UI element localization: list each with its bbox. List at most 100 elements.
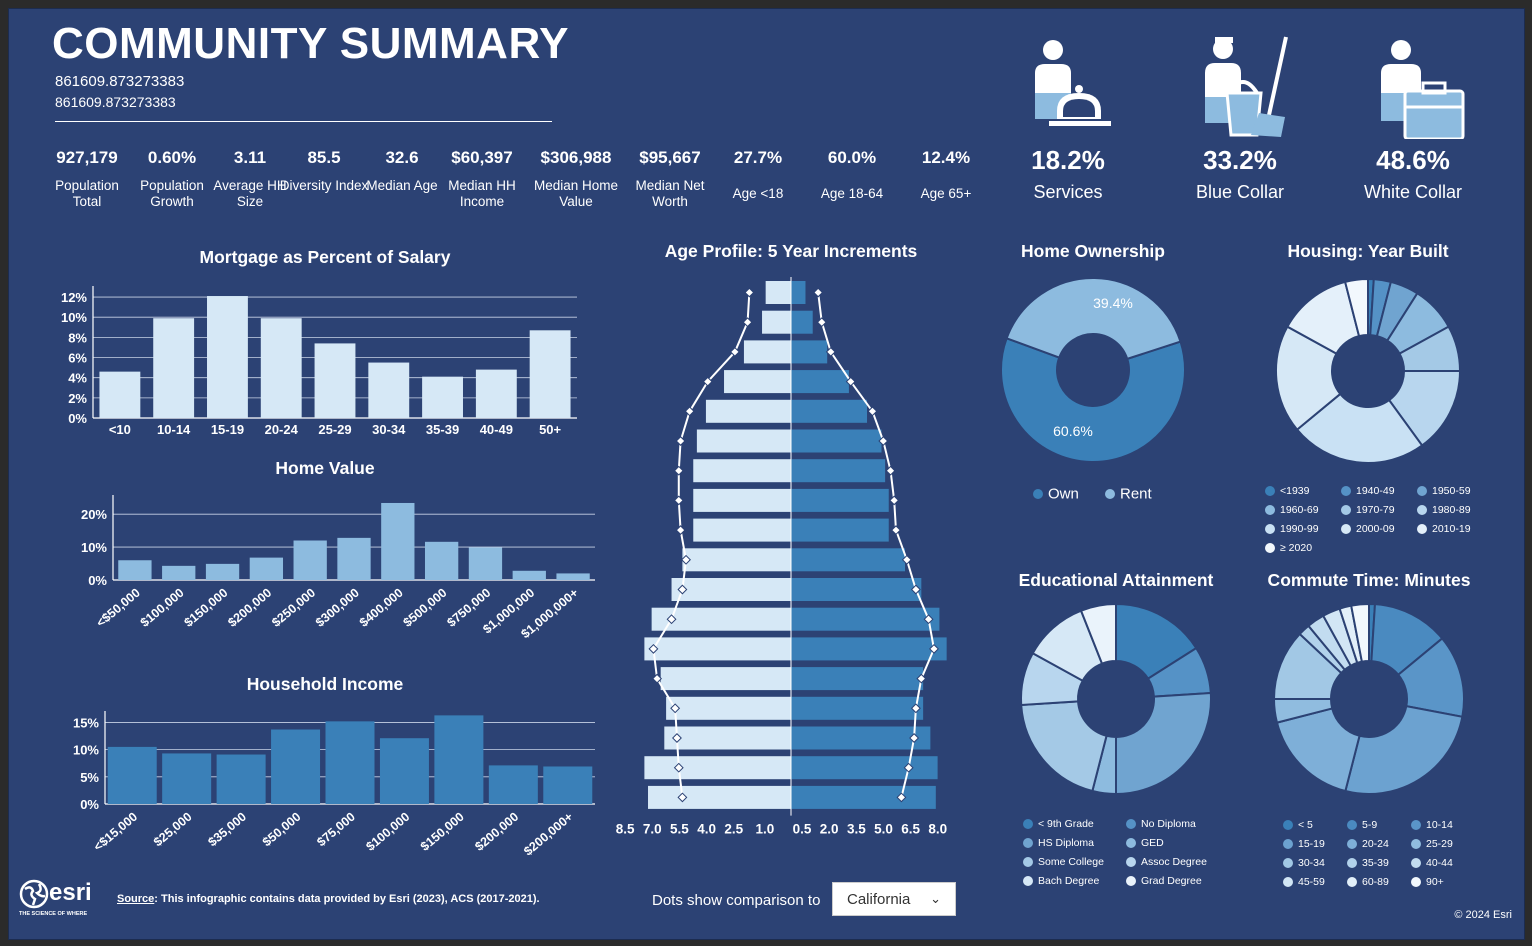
occupation-value: 33.2% <box>1203 145 1277 175</box>
comparison-dot <box>878 436 889 446</box>
x-tick-label: $400,000 <box>357 586 406 630</box>
pyramid-left-bar <box>724 370 791 394</box>
legend-label: 2010-19 <box>1432 523 1471 536</box>
services-person-bell-icon <box>1035 40 1111 126</box>
bar <box>488 765 538 804</box>
pyramid-right-bar <box>791 667 924 691</box>
bar <box>475 369 517 418</box>
y-tick-label: 10% <box>81 540 107 555</box>
stat-average-hh-size: 3.11 Average HH Size <box>203 147 297 210</box>
legend-item: 90+ <box>1411 876 1444 888</box>
education-chart-title: Educational Attainment <box>1018 570 1214 590</box>
legend-item: 1990-99 <box>1265 523 1319 535</box>
pyramid-left-bar <box>765 281 791 304</box>
stat-median-hh-income: $60,397 Median HH Income <box>435 147 529 210</box>
legend-item: Rent <box>1105 485 1152 503</box>
legend-item: < 9th Grade <box>1023 818 1094 830</box>
legend-swatch <box>1105 489 1115 500</box>
bar <box>422 376 463 418</box>
occupation-services: 18.2% Services <box>993 145 1143 203</box>
pyramid-x-tick: 5.0 <box>874 822 893 837</box>
comparison-dot <box>648 643 659 654</box>
source-text: : This infographic contains data provide… <box>154 893 540 905</box>
x-tick-label: 15-19 <box>211 422 244 437</box>
legend-item: 1980-89 <box>1417 504 1471 516</box>
occupation-blue-collar: 33.2% Blue Collar <box>1165 145 1315 203</box>
x-tick-label: $35,000 <box>205 810 249 850</box>
x-tick-label: $150,000 <box>182 586 231 630</box>
comparison-dot <box>675 436 686 446</box>
comparison-dropdown[interactable]: California ⌄ <box>832 882 956 916</box>
y-tick-label: 5% <box>80 770 99 785</box>
x-tick-label: $50,000 <box>260 810 304 850</box>
legend-swatch <box>1126 857 1136 868</box>
donut-slice <box>1295 392 1424 464</box>
home-ownership-chart-title: Home Ownership <box>1021 241 1165 261</box>
legend-label: 1960-69 <box>1280 504 1319 517</box>
legend-swatch <box>1283 858 1293 869</box>
pyramid-left-bar <box>762 310 791 334</box>
legend-label: Assoc Degree <box>1141 856 1207 869</box>
pyramid-right-bar <box>791 785 936 809</box>
stat-age-under-18: 27.7% Age <18 <box>711 147 805 202</box>
pyramid-right-bar <box>791 340 828 364</box>
stat-median-home-value: $306,988 Median Home Value <box>529 147 623 210</box>
legend-item: 2000-09 <box>1341 523 1395 535</box>
legend-label: < 9th Grade <box>1038 818 1094 831</box>
pyramid-left-bar <box>682 548 791 572</box>
donut-slice <box>1020 700 1108 793</box>
pyramid-left-bar <box>648 785 791 809</box>
pyramid-left-bar <box>666 696 791 720</box>
pyramid-right-bar <box>791 459 886 483</box>
comparison-dot <box>845 376 856 387</box>
comparison-dot <box>670 703 681 714</box>
legend-item: HS Diploma <box>1023 837 1094 849</box>
donut-value-label: 39.4% <box>1093 295 1133 311</box>
pyramid-x-tick: 8.0 <box>928 822 947 837</box>
page-title: COMMUNITY SUMMARY <box>52 19 569 68</box>
x-tick-label: $75,000 <box>314 810 358 850</box>
pyramid-right-bar <box>791 726 931 750</box>
bar <box>424 541 459 580</box>
donut-slice <box>1079 602 1117 665</box>
esri-logo-text: esri <box>49 879 92 906</box>
legend-label: Some College <box>1038 856 1104 869</box>
stat-value: 27.7% <box>733 148 783 167</box>
occupation-value: 48.6% <box>1376 145 1450 175</box>
legend-item: No Diploma <box>1126 818 1196 830</box>
legend-label: GED <box>1141 837 1164 850</box>
pyramid-left-bar <box>693 459 791 483</box>
legend-item: 45-59 <box>1283 876 1325 888</box>
bar <box>162 753 212 804</box>
stat-diversity-index: 85.5 Diversity Index <box>277 147 371 194</box>
stat-age-18-64: 60.0% Age 18-64 <box>805 147 899 202</box>
stat-value: 3.11 <box>233 148 267 167</box>
stat-label: Median HH Income <box>448 178 516 209</box>
pyramid-x-tick: 2.5 <box>724 822 743 837</box>
legend-item: Grad Degree <box>1126 875 1202 887</box>
legend-swatch <box>1265 524 1275 535</box>
x-tick-label: <$15,000 <box>91 810 140 854</box>
y-tick-label: 10% <box>61 310 87 325</box>
x-tick-label: 30-34 <box>372 422 406 437</box>
pyramid-left-bar <box>705 399 791 423</box>
bar <box>118 560 152 580</box>
comparison-dot <box>825 346 836 357</box>
subtitle-2: 861609.873273383 <box>55 94 176 110</box>
legend-swatch <box>1347 820 1357 831</box>
legend-swatch <box>1265 486 1275 497</box>
chevron-down-icon: ⌄ <box>930 891 941 906</box>
bar <box>543 766 593 804</box>
occupation-label: White Collar <box>1363 182 1463 202</box>
legend-item: ≥ 2020 <box>1265 542 1312 554</box>
comparison-dot <box>681 554 691 565</box>
bar <box>468 547 503 580</box>
bar <box>379 738 429 804</box>
donut-slice <box>1275 707 1361 793</box>
comparison-dot <box>867 406 878 417</box>
legend-label: 1970-79 <box>1356 504 1395 517</box>
charts-canvas: 0% 2% 4% 6% 8% 10% 12% <10 10-14 15-19 20-24 25-29 3… <box>61 277 1465 859</box>
legend-swatch <box>1023 838 1033 849</box>
legend-item: < 5 <box>1283 819 1313 831</box>
x-tick-label: $150,000 <box>418 810 467 854</box>
